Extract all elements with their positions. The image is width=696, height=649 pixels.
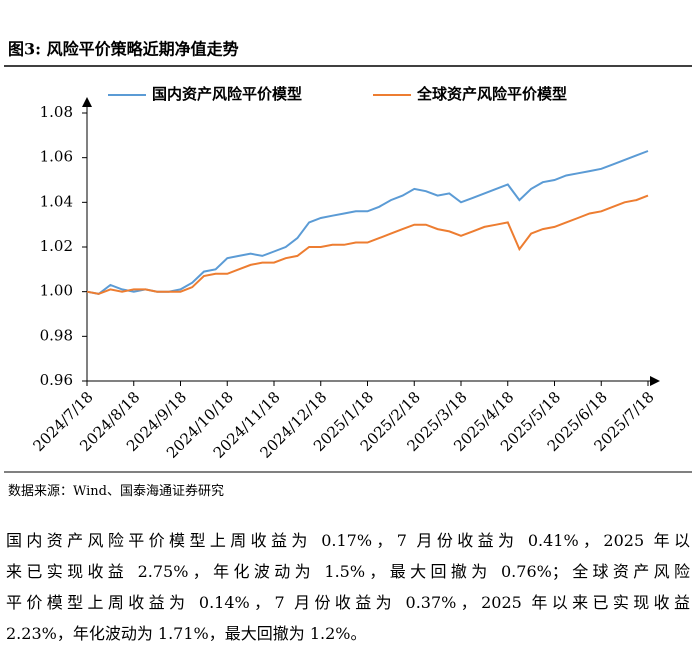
y-axis-arrow — [82, 97, 92, 107]
y-tick-label: 1.04 — [40, 192, 73, 210]
paragraph-line: 来已实现收益 2.75%，年化波动为 1.5%，最大回撤为 0.76%；全球资产… — [6, 562, 690, 581]
x-axis-arrow — [650, 376, 660, 386]
legend-label: 国内资产风险平价模型 — [152, 85, 302, 103]
paragraph: 国内资产风险平价模型上周收益为 0.17%，7 月份收益为 0.41%，2025… — [6, 525, 690, 649]
source-note: 数据来源：Wind、国泰海通证券研究 — [8, 484, 224, 499]
chart-title: 图3: 风险平价策略近期净值走势 — [8, 40, 239, 59]
paragraph-line: 国内资产风险平价模型上周收益为 0.17%，7 月份收益为 0.41%，2025… — [6, 531, 690, 550]
y-tick-label: 1.06 — [40, 148, 73, 166]
series-line — [86, 194, 649, 295]
y-tick-label: 0.98 — [40, 326, 73, 344]
legend-label: 全球资产风险平价模型 — [416, 85, 567, 103]
paragraph-line: 平价模型上周收益为 0.14%，7 月份收益为 0.37%，2025 年以来已实… — [6, 593, 690, 612]
y-tick-label: 1.00 — [40, 282, 73, 300]
y-tick-label: 1.02 — [40, 237, 73, 255]
series-line — [86, 150, 649, 295]
paragraph-line: 2.23%，年化波动为 1.71%，最大回撤为 1.2%。 — [6, 624, 367, 643]
y-tick-label: 0.96 — [40, 371, 73, 389]
chart: 图3: 风险平价策略近期净值走势 0.96 0.98 1.00 1.02 1.04 1.0… — [4, 40, 692, 473]
y-tick-label: 1.08 — [40, 103, 73, 121]
